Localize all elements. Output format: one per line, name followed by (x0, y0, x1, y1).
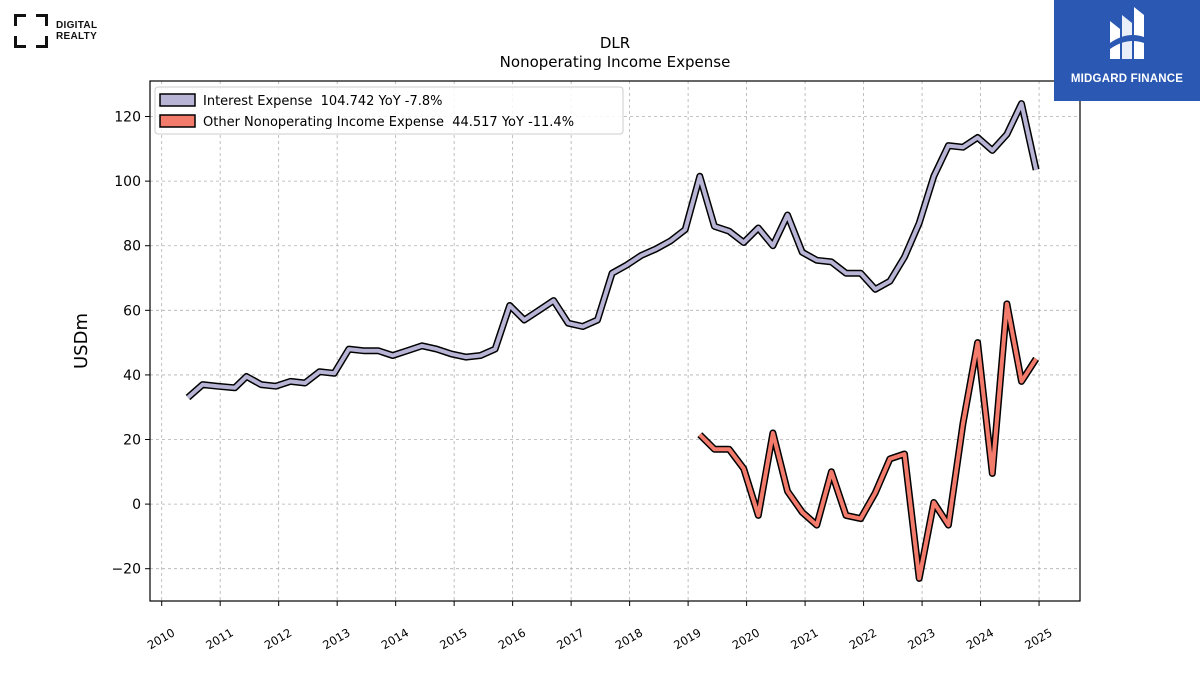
y-tick-label: 100 (114, 174, 141, 190)
grid (150, 81, 1080, 601)
legend-box (154, 86, 624, 135)
chart-title: DLR (600, 34, 630, 52)
x-tick-label: 2014 (379, 625, 411, 652)
plot-frame (149, 80, 1081, 602)
x-tick-label: 2016 (496, 625, 528, 652)
series-line-1 (698, 301, 1038, 581)
y-tick-label: 60 (123, 303, 141, 319)
logo-line-2: REALTY (56, 31, 98, 42)
x-tick-label: 2024 (964, 625, 996, 652)
y-axis-label: USDm (71, 313, 92, 369)
y-tick-label: 40 (123, 368, 141, 384)
x-tick-label: 2019 (671, 625, 703, 652)
legend-label-interest: Interest Expense 104.742 YoY -7.8% (203, 94, 443, 109)
x-tick-label: 2015 (437, 625, 469, 652)
series-line-0 (186, 101, 1039, 399)
x-tick-label: 2018 (613, 625, 645, 652)
y-tick-label: 20 (123, 433, 141, 449)
y-tick-label: 80 (123, 239, 141, 255)
x-tick-label: 2021 (788, 625, 820, 652)
x-tick-label: 2023 (905, 625, 937, 652)
legend: Interest Expense 104.742 YoY -7.8% Other… (154, 86, 624, 135)
x-tick-label: 2013 (320, 625, 352, 652)
series-outline-1 (697, 300, 1040, 582)
digital-realty-mark-icon (14, 14, 48, 48)
digital-realty-logo: DIGITAL REALTY (14, 14, 97, 48)
x-tick-label: 2020 (730, 625, 762, 652)
chart-subtitle: Nonoperating Income Expense (500, 53, 731, 71)
x-tick-label: 2010 (145, 625, 177, 652)
y-tick-label: 120 (114, 110, 141, 126)
series-layer (185, 100, 1040, 582)
x-tick-label: 2022 (847, 625, 879, 652)
x-tick-label: 2011 (203, 625, 235, 652)
x-tick-label: 2017 (554, 625, 586, 652)
digital-realty-wordmark: DIGITAL REALTY (56, 20, 97, 42)
logo-line-1: DIGITAL (56, 20, 98, 31)
midgard-finance-logo: MIDGARD FINANCE (1054, 0, 1200, 101)
legend-swatch-interest (159, 93, 196, 107)
legend-label-other: Other Nonoperating Income Expense 44.517… (203, 115, 574, 130)
y-tick-label: 0 (132, 497, 141, 513)
midgard-finance-wordmark: MIDGARD FINANCE (1070, 73, 1184, 85)
y-tick-label: −20 (111, 562, 141, 578)
x-tick-label: 2012 (262, 625, 294, 652)
legend-swatch-other (159, 114, 196, 128)
midgard-finance-mark-icon (1110, 7, 1144, 59)
x-tick-label: 2025 (1022, 625, 1054, 652)
